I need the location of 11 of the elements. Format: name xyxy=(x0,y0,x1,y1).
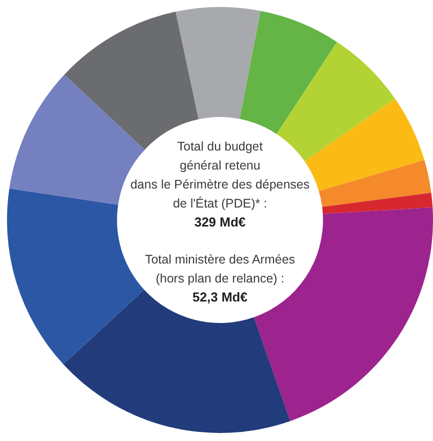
text: 52,3 Md€ xyxy=(192,290,248,304)
text: Total ministère des Armées (hors plan de relance) : xyxy=(144,252,296,286)
donut-slice xyxy=(63,290,290,433)
donut-slice xyxy=(322,192,433,214)
donut-slice xyxy=(318,160,432,207)
text: 329 Md€ xyxy=(194,214,246,230)
donut-slice xyxy=(276,42,396,162)
donut-slice xyxy=(176,7,261,120)
donut-slice xyxy=(240,10,338,134)
text: Total du budget général retenu dans le Périmètre des dépenses de l'État (PDE)* : xyxy=(130,140,310,210)
donut-slice xyxy=(7,188,144,364)
